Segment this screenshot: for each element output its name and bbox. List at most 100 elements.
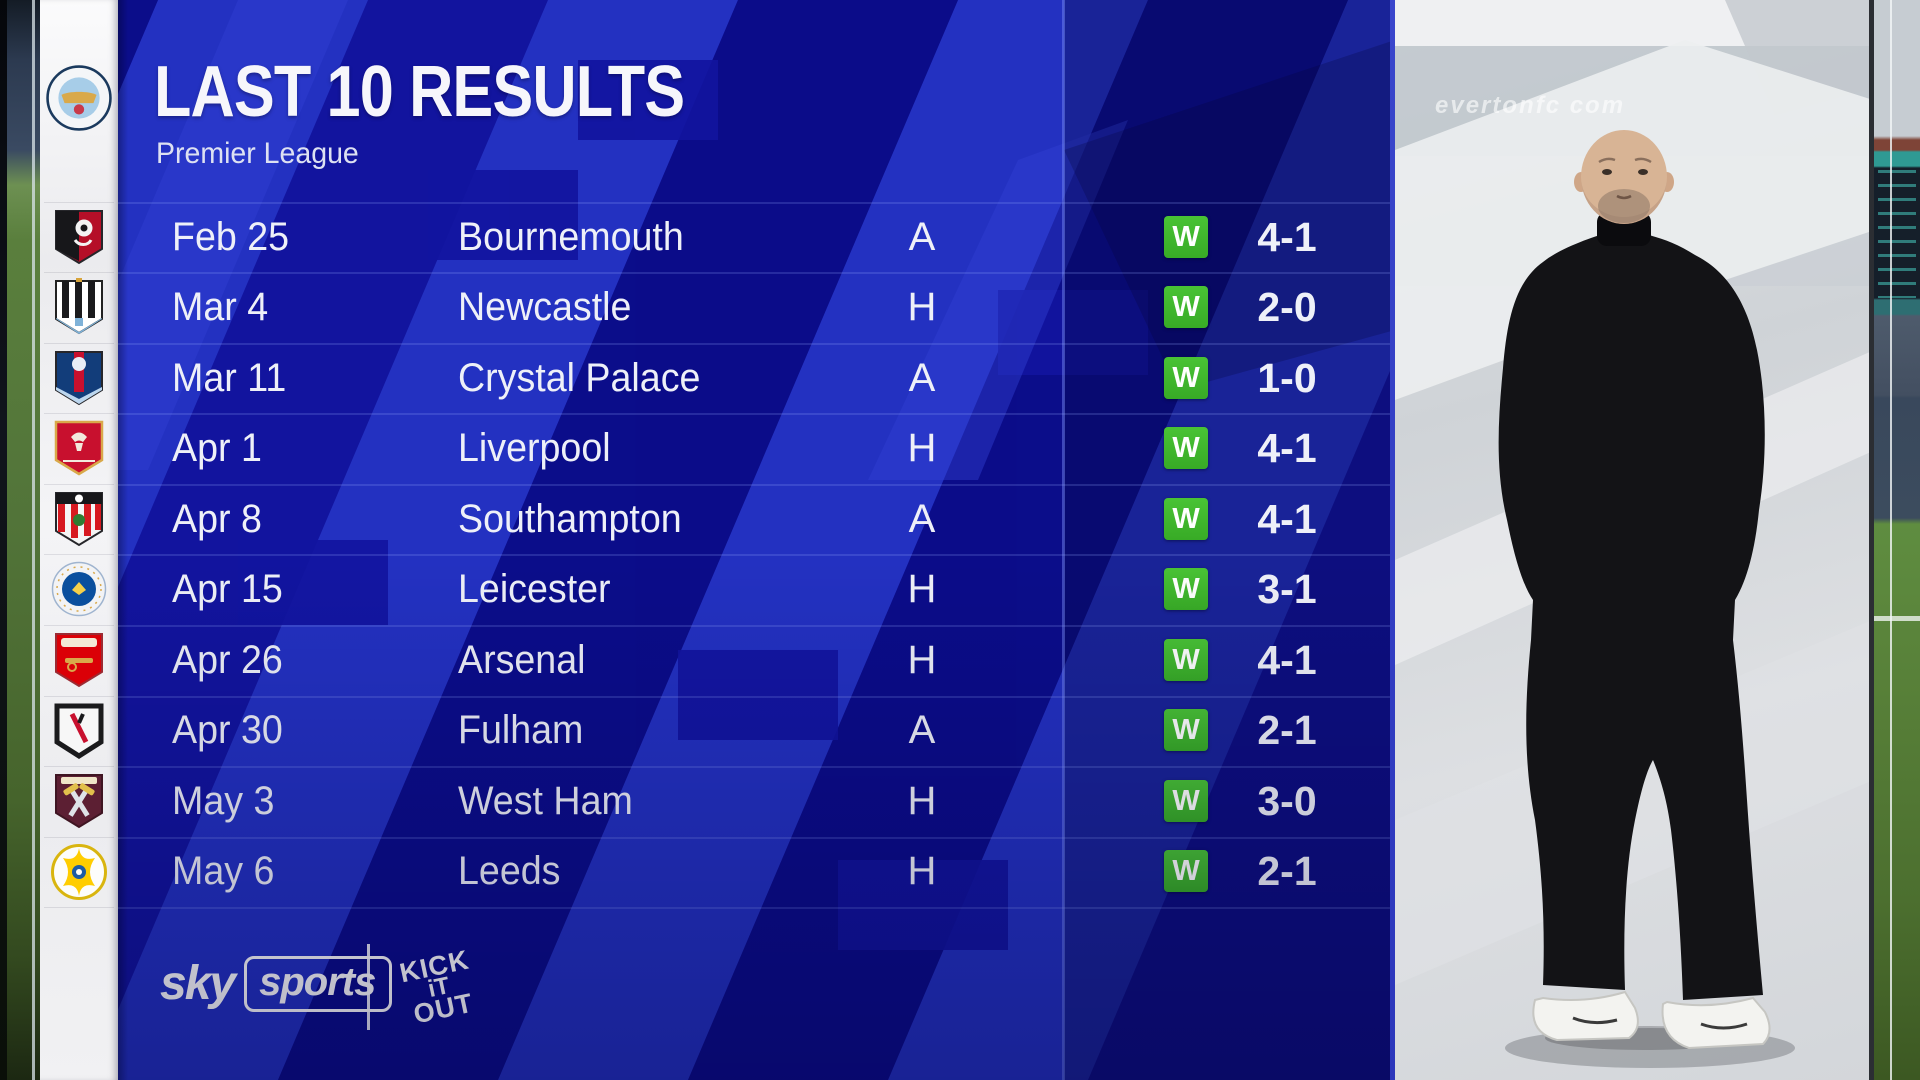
afc-bournemouth-crest-icon <box>55 210 103 265</box>
win-badge: W <box>1164 427 1208 469</box>
opponent-badge-cell <box>40 484 118 554</box>
manchester-city-crest-icon <box>46 65 112 131</box>
scoreboard-text-sliver <box>1878 170 1916 298</box>
opponent-badge-cell <box>40 272 118 342</box>
home-away-indicator: A <box>908 497 936 541</box>
match-date: Apr 30 <box>172 708 283 752</box>
photo-sliver-edge <box>1869 0 1874 1080</box>
panel-left-shadow <box>118 0 128 1080</box>
match-score: 4-1 <box>1257 637 1317 683</box>
result-row: Apr 1 Liverpool H W 4-1 <box>118 413 1395 483</box>
opponent-name: West Ham <box>458 779 633 823</box>
match-score: 1-0 <box>1257 355 1317 401</box>
result-row: Apr 8 Southampton A W 4-1 <box>118 484 1395 554</box>
home-away-indicator: H <box>907 849 937 893</box>
panel-right-edge-line <box>1390 0 1395 1080</box>
right-highlight-line <box>1890 0 1892 1080</box>
opponent-badge-cell <box>40 343 118 413</box>
match-date: Feb 25 <box>172 215 290 259</box>
home-away-indicator: H <box>907 567 937 611</box>
opponent-badge-cell <box>40 413 118 483</box>
home-away-indicator: H <box>907 779 937 823</box>
stadium-photo-left-sliver <box>0 0 40 1080</box>
opponent-badge-cell <box>40 625 118 695</box>
opponent-name: Fulham <box>458 708 584 752</box>
arsenal-crest-icon <box>55 633 103 688</box>
match-score: 4-1 <box>1257 214 1317 260</box>
match-score: 4-1 <box>1257 425 1317 471</box>
result-row: Apr 30 Fulham A W 2-1 <box>118 695 1395 765</box>
home-away-indicator: H <box>907 285 937 329</box>
club-badge-strip <box>40 0 118 1080</box>
match-date: Apr 1 <box>172 426 262 470</box>
results-panel: LAST 10 RESULTS Premier League Feb 25 Bo… <box>118 0 1395 1080</box>
win-badge: W <box>1164 568 1208 610</box>
logo-divider-line <box>367 944 370 1030</box>
home-away-indicator: A <box>908 356 936 400</box>
opponent-name: Arsenal <box>458 638 586 682</box>
team-badge-cell <box>40 56 118 140</box>
sky-logo-text: sky <box>160 957 236 1010</box>
competition-subtitle: Premier League <box>156 137 359 170</box>
west-ham-crest-icon <box>55 774 103 829</box>
result-row: Apr 15 Leicester H W 3-1 <box>118 554 1395 624</box>
match-score: 2-1 <box>1257 707 1317 753</box>
win-badge: W <box>1164 850 1208 892</box>
match-score: 2-0 <box>1257 284 1317 330</box>
match-date: Mar 11 <box>172 356 287 400</box>
result-row: May 3 West Ham H W 3-0 <box>118 766 1395 836</box>
match-date: Apr 8 <box>172 497 262 541</box>
opponent-name: Liverpool <box>458 426 611 470</box>
win-badge: W <box>1164 709 1208 751</box>
win-badge: W <box>1164 216 1208 258</box>
match-score: 2-1 <box>1257 848 1317 894</box>
match-date: May 6 <box>172 849 275 893</box>
leeds-united-crest-icon <box>51 844 107 900</box>
diagonal-stripe-background <box>118 0 1395 1080</box>
stadium-photo-right-sliver <box>1874 0 1920 1080</box>
match-date: May 3 <box>172 779 275 823</box>
match-score: 3-0 <box>1257 778 1317 824</box>
fulham-crest-icon <box>54 703 104 759</box>
opponent-badge-cell <box>40 696 118 766</box>
southampton-crest-icon <box>55 492 103 547</box>
score-column-divider <box>1062 0 1065 1080</box>
stadium-watermark-text: evertonfc com <box>1435 92 1626 119</box>
opponent-name: Leeds <box>458 849 561 893</box>
newcastle-united-crest-icon <box>55 278 103 335</box>
home-away-indicator: A <box>908 708 936 752</box>
opponent-badge-cell <box>40 554 118 624</box>
win-badge: W <box>1164 780 1208 822</box>
match-score: 4-1 <box>1257 496 1317 542</box>
manager-photo-area: evertonfc com <box>1395 0 1920 1080</box>
match-date: Apr 26 <box>172 638 283 682</box>
win-badge: W <box>1164 286 1208 328</box>
crystal-palace-crest-icon <box>55 351 103 406</box>
opponent-name: Southampton <box>458 497 682 541</box>
left-edge-shade <box>0 0 7 1080</box>
opponent-name: Crystal Palace <box>458 356 701 400</box>
result-row: Feb 25 Bournemouth A W 4-1 <box>118 202 1395 272</box>
result-row: May 6 Leeds H W 2-1 <box>118 836 1395 906</box>
opponent-badge-cell <box>40 837 118 907</box>
sky-sports-logo: sky sports <box>160 952 393 1016</box>
opponent-name: Leicester <box>458 567 611 611</box>
match-date: Mar 4 <box>172 285 269 329</box>
result-row: Mar 11 Crystal Palace A W 1-0 <box>118 343 1395 413</box>
home-away-indicator: H <box>907 426 937 470</box>
opponent-name: Bournemouth <box>458 215 684 259</box>
opponent-badge-cell <box>40 202 118 272</box>
opponent-badge-cell <box>40 766 118 836</box>
manager-figure <box>1498 130 1771 1050</box>
home-away-indicator: H <box>907 638 937 682</box>
manager-photo-illustration <box>1395 0 1920 1068</box>
sports-logo-box: sports <box>244 956 393 1012</box>
win-badge: W <box>1164 498 1208 540</box>
win-badge: W <box>1164 639 1208 681</box>
match-date: Apr 15 <box>172 567 283 611</box>
match-score: 3-1 <box>1257 566 1317 612</box>
result-row: Mar 4 Newcastle H W 2-0 <box>118 272 1395 342</box>
opponent-name: Newcastle <box>458 285 632 329</box>
page-title: LAST 10 RESULTS <box>154 52 685 132</box>
